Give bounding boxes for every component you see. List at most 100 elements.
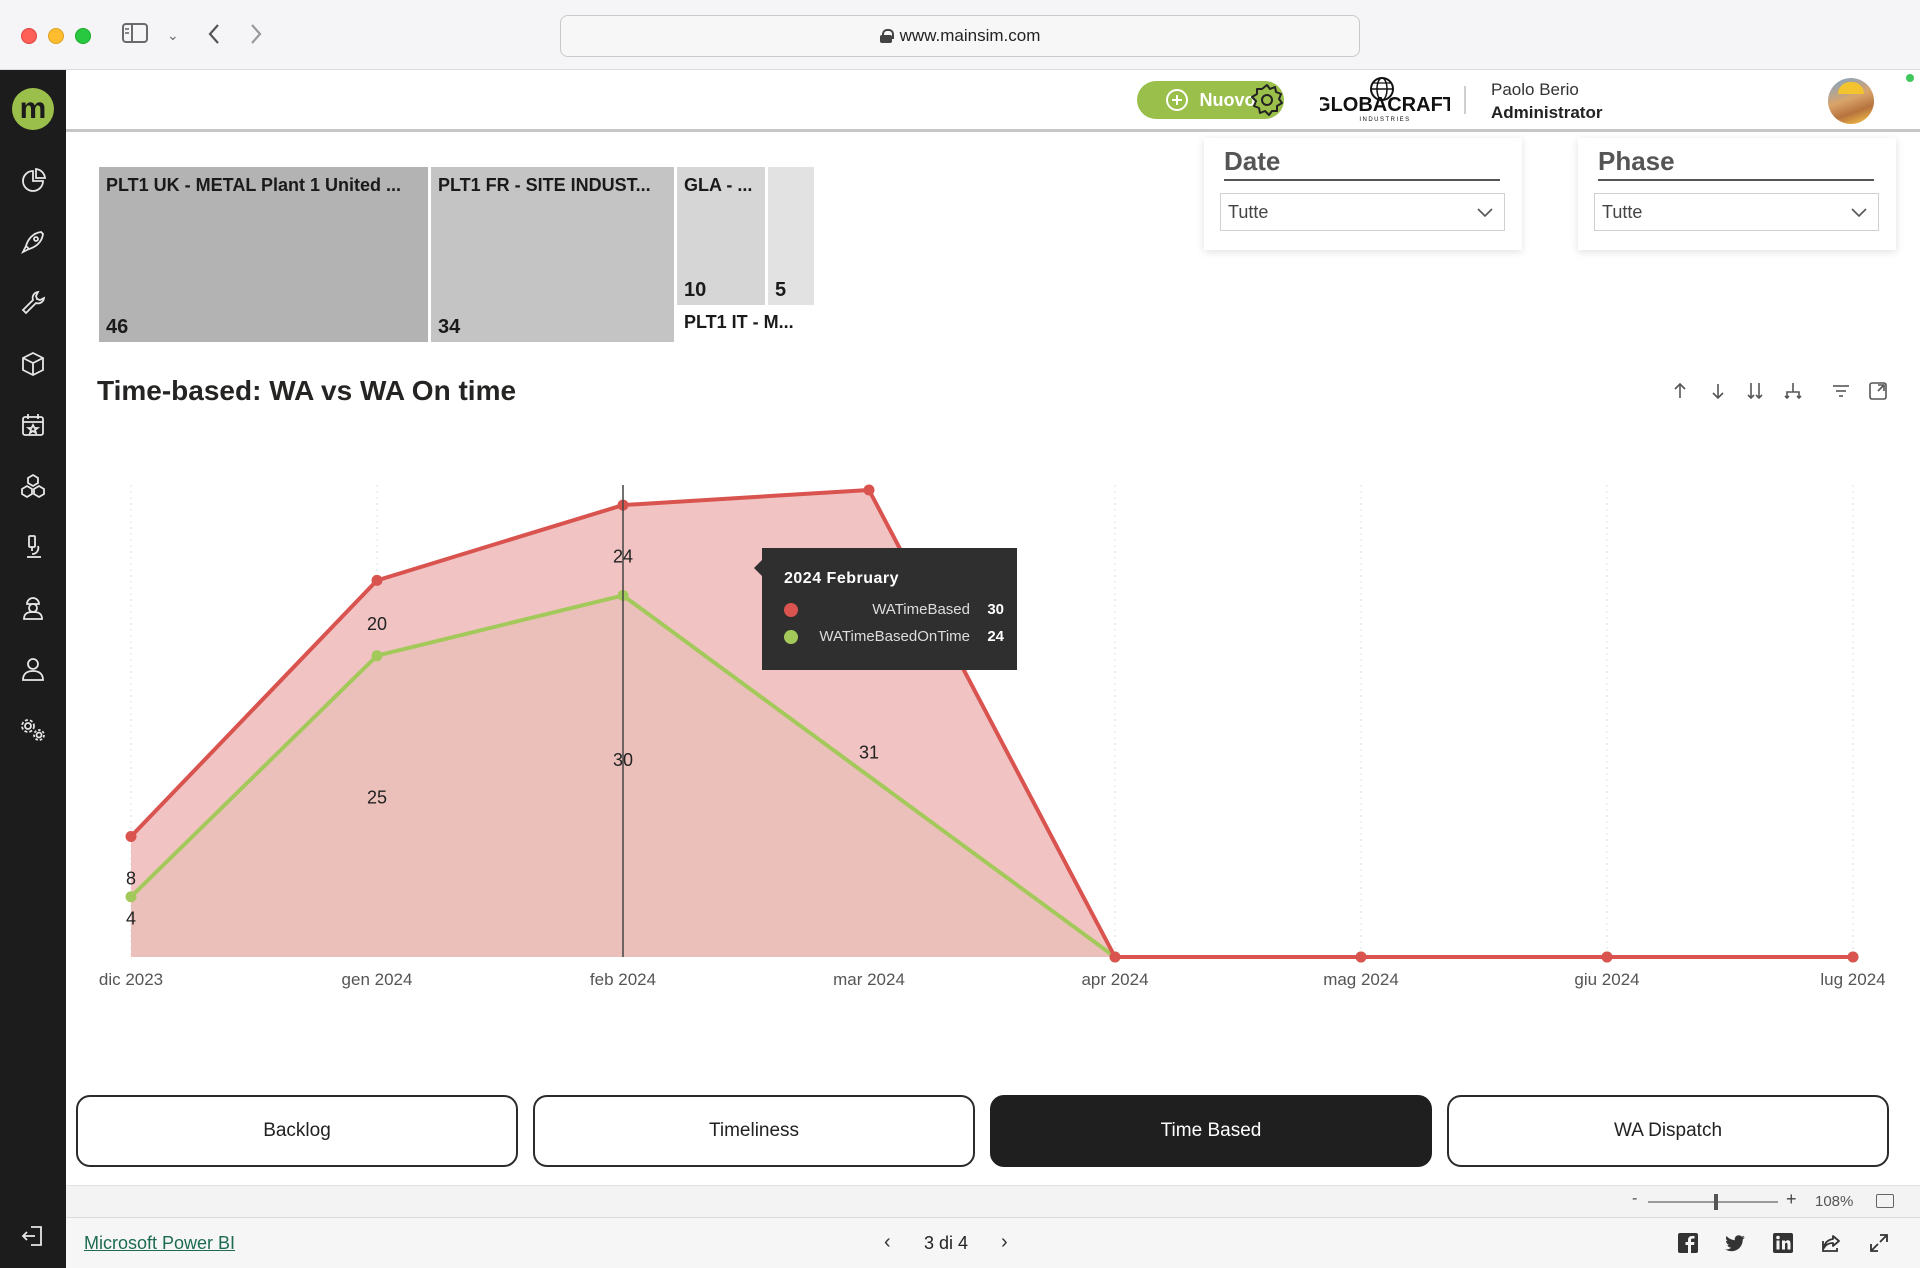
logout-icon[interactable] <box>19 1222 47 1250</box>
rocket-icon[interactable] <box>19 228 47 256</box>
powerbi-link[interactable]: Microsoft Power BI <box>84 1233 236 1253</box>
treemap-tile-label: GLA - ... <box>684 175 753 195</box>
date-dropdown-value: Tutte <box>1228 201 1269 222</box>
phase-slicer: Phase Tutte <box>1578 138 1896 250</box>
expand-next-level-icon[interactable] <box>1744 380 1766 402</box>
cube-icon[interactable] <box>19 350 47 378</box>
dashboard-icon[interactable] <box>19 167 47 195</box>
data-label: 31 <box>859 743 879 763</box>
chart-tooltip: 2024 February WATimeBased 30 WATimeBased… <box>754 548 1017 670</box>
company-logo-subtext: INDUSTRIES <box>1359 117 1410 123</box>
treemap-tile-label: PLT1 UK - METAL Plant 1 United ... <box>106 175 402 195</box>
zoom-level: 108% <box>1815 1193 1854 1210</box>
sidebar-toggle-icon[interactable] <box>121 22 149 50</box>
treemap-tile[interactable]: PLT1 UK - METAL Plant 1 United ... 46 <box>99 167 428 342</box>
x-tick-label: mag 2024 <box>1323 970 1399 989</box>
x-tick-label: lug 2024 <box>1820 970 1885 989</box>
wrench-icon[interactable] <box>19 289 47 317</box>
data-point <box>125 891 137 903</box>
phase-dropdown[interactable]: Tutte <box>1594 193 1879 231</box>
nav-button-timeliness[interactable]: Timeliness <box>533 1095 975 1167</box>
url-text: www.mainsim.com <box>899 26 1041 45</box>
app-header: Nuovo GLOBACRAFT INDUSTRIES Paolo Berio … <box>66 70 1920 132</box>
data-label: 4 <box>126 909 136 929</box>
boxes-icon[interactable] <box>19 472 47 500</box>
fit-to-page-icon[interactable] <box>1876 1194 1894 1208</box>
new-button-label: Nuovo <box>1199 89 1256 110</box>
treemap-tile[interactable]: GLA - ... 10 <box>677 167 765 305</box>
zoom-slider-handle[interactable] <box>1714 1194 1718 1210</box>
zoom-in-button[interactable]: + <box>1786 1189 1797 1209</box>
next-page-button[interactable]: › <box>1001 1231 1008 1253</box>
treemap-tile-label: PLT1 FR - SITE INDUST... <box>438 175 651 195</box>
filter-icon[interactable] <box>1830 380 1852 402</box>
focus-mode-icon[interactable] <box>1867 380 1889 402</box>
phase-dropdown-value: Tutte <box>1602 201 1643 222</box>
x-tick-label: dic 2023 <box>99 970 163 989</box>
x-tick-label: feb 2024 <box>590 970 656 989</box>
page-indicator: 3 di 4 <box>924 1233 969 1253</box>
data-point <box>1355 951 1367 963</box>
date-dropdown[interactable]: Tutte <box>1220 193 1505 231</box>
treemap-group-label[interactable]: PLT1 IT - M... <box>684 312 794 332</box>
chevron-down-icon <box>1477 208 1493 218</box>
data-point <box>125 830 137 842</box>
tooltip-series-name: WATimeBasedOnTime <box>819 628 970 645</box>
forward-icon[interactable] <box>248 22 264 52</box>
share-icon[interactable] <box>1820 1232 1842 1254</box>
microscope-icon[interactable] <box>19 533 47 561</box>
gear-icon[interactable] <box>1249 82 1285 118</box>
previous-page-button[interactable]: ‹ <box>884 1231 891 1253</box>
tooltip-series-value: 30 <box>987 601 1004 618</box>
data-point <box>1847 951 1859 963</box>
app-logo[interactable]: m <box>12 88 54 130</box>
data-label: 20 <box>367 614 387 634</box>
data-label: 24 <box>613 546 633 566</box>
maximize-window-button[interactable] <box>75 28 91 44</box>
twitter-icon[interactable] <box>1724 1232 1746 1254</box>
data-point <box>1109 951 1121 963</box>
back-icon[interactable] <box>206 22 222 52</box>
user-icon[interactable] <box>19 655 47 683</box>
data-label: 30 <box>613 750 633 770</box>
online-status-dot <box>1906 74 1914 82</box>
x-tick-label: apr 2024 <box>1081 970 1148 989</box>
data-label: 8 <box>126 868 136 888</box>
app-sidebar: m <box>0 70 66 1268</box>
treemap-tile-value: 34 <box>438 316 461 338</box>
nav-button-wa-dispatch[interactable]: WA Dispatch <box>1447 1095 1889 1167</box>
treemap-tile[interactable]: PLT1 FR - SITE INDUST... 34 <box>431 167 674 342</box>
drill-down-icon[interactable] <box>1707 380 1729 402</box>
minimize-window-button[interactable] <box>48 28 64 44</box>
treemap-tile-value: 46 <box>106 316 129 338</box>
calendar-icon[interactable] <box>19 411 47 439</box>
series-line <box>129 488 1853 959</box>
drill-up-icon[interactable] <box>1669 380 1691 402</box>
area-chart[interactable]: 8 25 30 31 4 20 24 dic 2023 gen 2024 feb 2024 mar … <box>66 395 1920 995</box>
avatar[interactable] <box>1828 78 1874 124</box>
treemap-tile[interactable]: 5 <box>768 167 814 305</box>
expand-hierarchy-icon[interactable] <box>1782 380 1804 402</box>
powerbi-footer: Microsoft Power BI ‹ 3 di 4 › <box>66 1217 1920 1268</box>
nav-button-backlog[interactable]: Backlog <box>76 1095 518 1167</box>
header-divider <box>1464 86 1466 114</box>
treemap-tile-value: 10 <box>684 279 707 301</box>
url-bar[interactable]: www.mainsim.com <box>560 15 1360 57</box>
chevron-down-icon <box>1851 208 1867 218</box>
data-point <box>863 484 875 496</box>
settings-gears-icon[interactable] <box>19 716 47 744</box>
chart-title: Time-based: WA vs WA On time <box>97 375 517 406</box>
zoom-slider[interactable] <box>1648 1201 1778 1203</box>
fullscreen-icon[interactable] <box>1868 1232 1890 1254</box>
linkedin-icon[interactable] <box>1772 1232 1794 1254</box>
treemap-tile-value: 5 <box>775 279 787 301</box>
facebook-icon[interactable] <box>1677 1232 1699 1254</box>
worker-icon[interactable] <box>19 594 47 622</box>
close-window-button[interactable] <box>21 28 37 44</box>
zoom-out-button[interactable]: - <box>1632 1190 1638 1207</box>
tooltip-title: 2024 February <box>784 570 900 587</box>
nav-button-time-based[interactable]: Time Based <box>990 1095 1432 1167</box>
chevron-down-icon[interactable]: ⌄ <box>167 27 179 43</box>
report-canvas: PLT1 UK - METAL Plant 1 United ... 46 PL… <box>66 135 1920 1185</box>
x-tick-label: mar 2024 <box>833 970 905 989</box>
